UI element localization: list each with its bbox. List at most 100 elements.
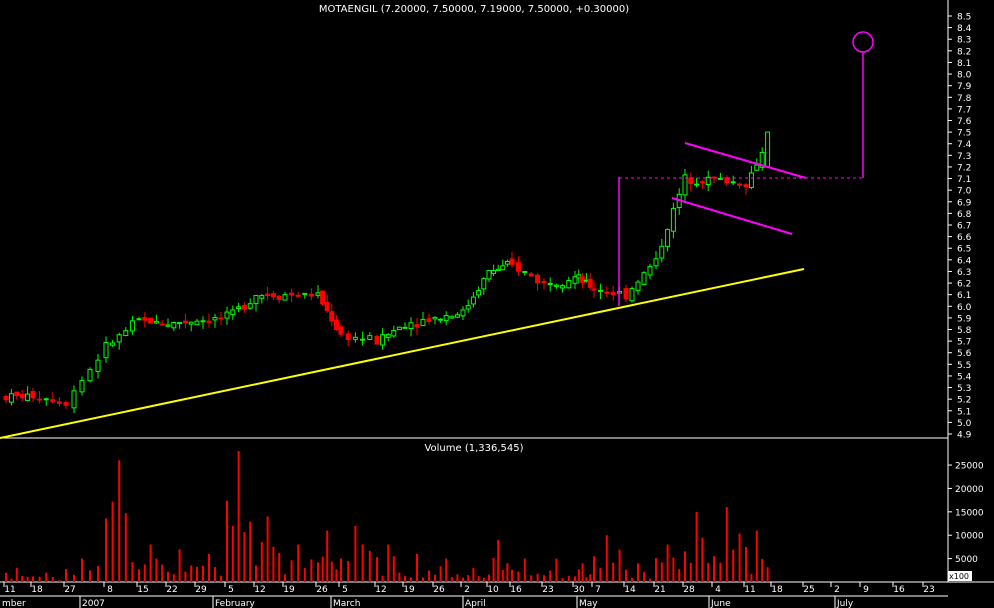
month-label: March: [333, 599, 360, 608]
down-candle: [528, 273, 534, 277]
up-candle: [553, 284, 559, 287]
price-tick-label: 6.6: [957, 233, 972, 243]
up-candle: [103, 341, 109, 359]
price-tick-label: 7.9: [957, 82, 972, 92]
day-tick-label: 5: [342, 585, 348, 595]
price-tick-label: 8.1: [957, 59, 971, 69]
day-tick-label: 18: [771, 585, 783, 595]
day-tick-label: 12: [254, 585, 265, 595]
flag-upper-line: [684, 142, 807, 179]
up-candle: [486, 270, 492, 280]
volume-tick-label: 20000: [955, 485, 984, 495]
down-candle: [535, 274, 541, 284]
price-tick-label: 7.7: [957, 105, 971, 115]
down-candle: [737, 183, 743, 186]
volume-tick-label: 25000: [955, 462, 984, 472]
up-candle: [71, 390, 77, 409]
price-tick-label: 6.5: [957, 245, 971, 255]
up-candle: [402, 326, 408, 329]
day-tick-label: 7: [595, 585, 601, 595]
up-candle: [443, 315, 449, 322]
price-tick-label: 5.9: [957, 314, 972, 324]
up-candle: [629, 288, 635, 302]
axis-labels: 4.95.05.15.25.35.45.55.65.75.85.96.06.16…: [2, 13, 984, 608]
up-candle: [136, 318, 142, 321]
month-label: 2007: [82, 599, 105, 608]
price-tick-label: 7.0: [957, 187, 972, 197]
up-candle: [449, 315, 455, 319]
price-tick-label: 7.5: [957, 129, 971, 139]
up-candle: [491, 270, 497, 274]
price-candles: [3, 131, 771, 414]
up-candle: [315, 292, 321, 296]
day-tick-label: 15: [137, 585, 148, 595]
down-candle: [265, 293, 271, 297]
up-candle: [597, 289, 603, 292]
price-tick-label: 8.5: [957, 13, 971, 23]
price-tick-label: 6.4: [957, 256, 972, 266]
up-candle: [188, 321, 194, 325]
down-candle: [604, 291, 610, 294]
volume-chart-title: Volume (1,336,545): [424, 443, 524, 454]
day-tick-label: 27: [64, 585, 75, 595]
day-tick-label: 14: [624, 585, 636, 595]
down-candle: [159, 323, 165, 326]
up-candle: [230, 309, 236, 316]
down-candle: [345, 333, 351, 341]
price-tick-label: 5.2: [957, 396, 971, 406]
down-candle: [182, 320, 188, 324]
target-circle: [852, 31, 874, 53]
down-candle: [688, 177, 694, 185]
up-candle: [352, 336, 358, 340]
price-tick-label: 6.9: [957, 198, 972, 208]
day-tick-label: 12: [375, 585, 386, 595]
up-candle: [259, 295, 265, 299]
down-candle: [276, 295, 282, 301]
up-candle: [694, 183, 700, 186]
day-tick-label: 19: [403, 585, 415, 595]
up-candle: [566, 280, 572, 289]
up-candle: [380, 334, 386, 346]
day-tick-label: 2: [464, 585, 470, 595]
day-tick-label: 4: [715, 585, 721, 595]
price-tick-label: 7.2: [957, 163, 971, 173]
up-candle: [408, 322, 414, 330]
day-tick-label: 9: [863, 585, 869, 595]
down-candle: [587, 278, 593, 288]
price-tick-label: 4.9: [957, 431, 972, 441]
down-candle: [374, 335, 380, 345]
up-candle: [476, 290, 482, 296]
day-tick-label: 19: [283, 585, 295, 595]
volume-tick-label: 5000: [955, 555, 978, 565]
up-candle: [385, 333, 391, 338]
down-candle: [148, 317, 154, 324]
up-candle: [500, 265, 506, 271]
up-candle: [438, 318, 444, 321]
day-tick-label: 16: [510, 585, 522, 595]
day-tick-label: 30: [573, 585, 585, 595]
up-candle: [432, 316, 438, 320]
down-candle: [580, 276, 586, 283]
up-candle: [748, 172, 754, 188]
month-label: April: [465, 599, 486, 608]
month-label: mber: [2, 599, 26, 608]
down-candle: [308, 293, 314, 297]
day-tick-label: 22: [166, 585, 177, 595]
up-candle: [670, 207, 676, 232]
down-candle: [320, 290, 326, 305]
price-tick-label: 8.2: [957, 47, 971, 57]
down-candle: [610, 291, 616, 296]
up-candle: [200, 320, 206, 323]
down-candle: [743, 184, 749, 188]
day-tick-label: 8: [107, 585, 113, 595]
up-candle: [87, 368, 93, 382]
price-tick-label: 6.7: [957, 222, 971, 232]
down-candle: [270, 293, 276, 298]
up-candle: [560, 285, 566, 289]
up-candle: [653, 258, 659, 267]
down-candle: [329, 311, 335, 322]
day-tick-label: 26: [433, 585, 445, 595]
up-candle: [110, 342, 116, 346]
volume-scale-label: x100: [949, 572, 969, 581]
